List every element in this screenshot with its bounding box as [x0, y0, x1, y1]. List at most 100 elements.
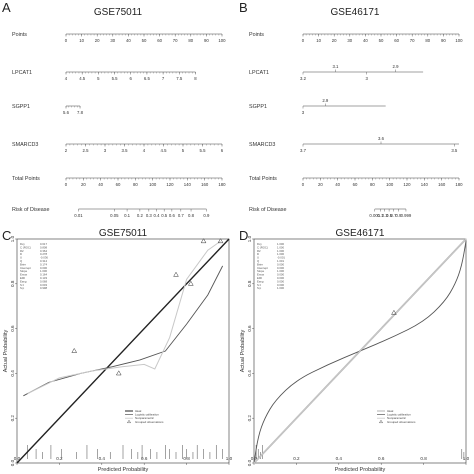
plot-frame	[16, 238, 230, 464]
tick-label: 5.5	[112, 76, 119, 81]
x-tick-label: 0.0	[14, 456, 21, 461]
y-tick-label: 0.2	[247, 415, 252, 422]
row-label: Risk of Disease	[12, 207, 49, 213]
tick-label: 20	[81, 182, 86, 187]
panel-letter: B	[239, 0, 248, 15]
tick-label: 60	[353, 182, 358, 187]
y-tick-label: 0.6	[247, 325, 252, 332]
stat-key: Brier	[257, 262, 263, 266]
grouped-observation-point	[391, 309, 397, 315]
tick-label: 7.8	[77, 110, 84, 115]
ideal-line	[16, 238, 230, 464]
legend-swatch-triangle	[127, 419, 131, 424]
stat-value: 0.000	[277, 279, 284, 283]
stat-key: Brier	[20, 262, 26, 266]
row-label: Total Points	[12, 176, 40, 182]
stat-value: -0.036	[40, 256, 48, 260]
stat-key: R2	[257, 249, 261, 253]
tick-label: 160	[438, 182, 446, 187]
x-axis-label: Predicted Probability	[335, 467, 386, 473]
stat-value: 1.000	[277, 269, 284, 273]
tick-label: 180	[218, 182, 226, 187]
tick-label: 3.7	[300, 148, 307, 153]
stat-key: S:z	[20, 283, 25, 287]
y-tick-label: 0.6	[10, 325, 15, 332]
panel-title: GSE75011	[99, 228, 148, 239]
stat-key: Emax	[20, 273, 28, 277]
tick-label: 40	[363, 38, 368, 43]
stat-key: U	[20, 256, 22, 260]
x-tick-label: 1.0	[226, 456, 233, 461]
stat-key: E90	[257, 276, 262, 280]
panel-title: GSE46171	[336, 228, 385, 239]
grouped-observation-point	[71, 347, 78, 353]
tick-label: 2.5	[83, 148, 90, 153]
stat-key: Eavg	[257, 279, 264, 283]
tick-label: 0.9	[203, 213, 210, 218]
stat-value: 0.278	[40, 252, 47, 256]
x-axis-label: Predicted Probability	[98, 467, 149, 473]
tick-label: 0.6	[169, 213, 176, 218]
tick-label: 0.5	[161, 213, 168, 218]
nonparametric-line	[253, 238, 467, 464]
tick-label: 0.4	[154, 213, 161, 218]
stat-value: 0.808	[40, 245, 47, 249]
tick-label: 5.5	[200, 148, 207, 153]
tick-label: 60	[394, 38, 399, 43]
stat-value: 0.314	[40, 259, 47, 263]
grouped-observation-point	[217, 238, 224, 244]
stat-key: S:p	[257, 286, 262, 290]
legend-label: Grouped observations	[135, 420, 164, 424]
tick-label: 10	[316, 38, 321, 43]
tick-label: 180	[455, 182, 463, 187]
tick-label: 0.2	[137, 213, 144, 218]
stat-value: 1.001	[277, 259, 284, 263]
tick-label: 2.9	[393, 64, 400, 69]
legend-label: Ideal	[135, 409, 142, 413]
tick-label: 80	[370, 182, 375, 187]
stat-key: Q	[257, 259, 260, 263]
stat-value: 0.003	[40, 283, 47, 287]
tick-label: 0.999	[401, 213, 412, 218]
tick-label: 5.6	[63, 110, 70, 115]
tick-label: 100	[386, 182, 394, 187]
stat-value: 1.000	[277, 252, 284, 256]
row-label: SGPP1	[12, 104, 30, 110]
tick-label: 3.5	[122, 148, 129, 153]
tick-label: 140	[184, 182, 192, 187]
stat-key: Slope	[20, 269, 28, 273]
tick-label: 0.1	[124, 213, 131, 218]
tick-label: 70	[173, 38, 178, 43]
stat-key: R2	[20, 249, 24, 253]
grouped-observation-point	[200, 238, 207, 244]
tick-label: 0.1	[377, 213, 384, 218]
tick-label: 140	[421, 182, 429, 187]
x-tick-label: 0.2	[293, 456, 300, 461]
x-tick-label: 0.0	[251, 456, 258, 461]
x-tick-label: 0.2	[56, 456, 63, 461]
stat-key: E90	[20, 276, 25, 280]
stat-key: U	[257, 256, 259, 260]
y-tick-label: 1.0	[10, 235, 15, 242]
grouped-observation-point	[188, 280, 194, 286]
tick-label: 0.9	[395, 213, 402, 218]
tick-label: 0.5	[386, 213, 393, 218]
tick-label: 0	[65, 38, 68, 43]
logistic-calibration-line	[23, 265, 224, 397]
x-tick-label: 0.4	[99, 456, 106, 461]
tick-label: 0.01	[74, 213, 83, 218]
stat-value: 0.174	[40, 262, 47, 266]
tick-label: 50	[379, 38, 384, 43]
tick-label: 5	[182, 148, 185, 153]
legend-label: Nonparametric	[135, 416, 155, 420]
grouped-observation-point	[173, 271, 179, 277]
tick-label: 20	[332, 38, 337, 43]
stat-value: 0.000	[277, 273, 284, 277]
tick-label: 0.7	[390, 213, 397, 218]
panel-title: GSE75011	[94, 7, 143, 18]
plot-frame	[253, 238, 467, 464]
tick-label: 100	[218, 38, 226, 43]
tick-label: 20	[95, 38, 100, 43]
stat-value: 0.617	[40, 242, 47, 246]
stat-value: 1.000	[277, 245, 284, 249]
